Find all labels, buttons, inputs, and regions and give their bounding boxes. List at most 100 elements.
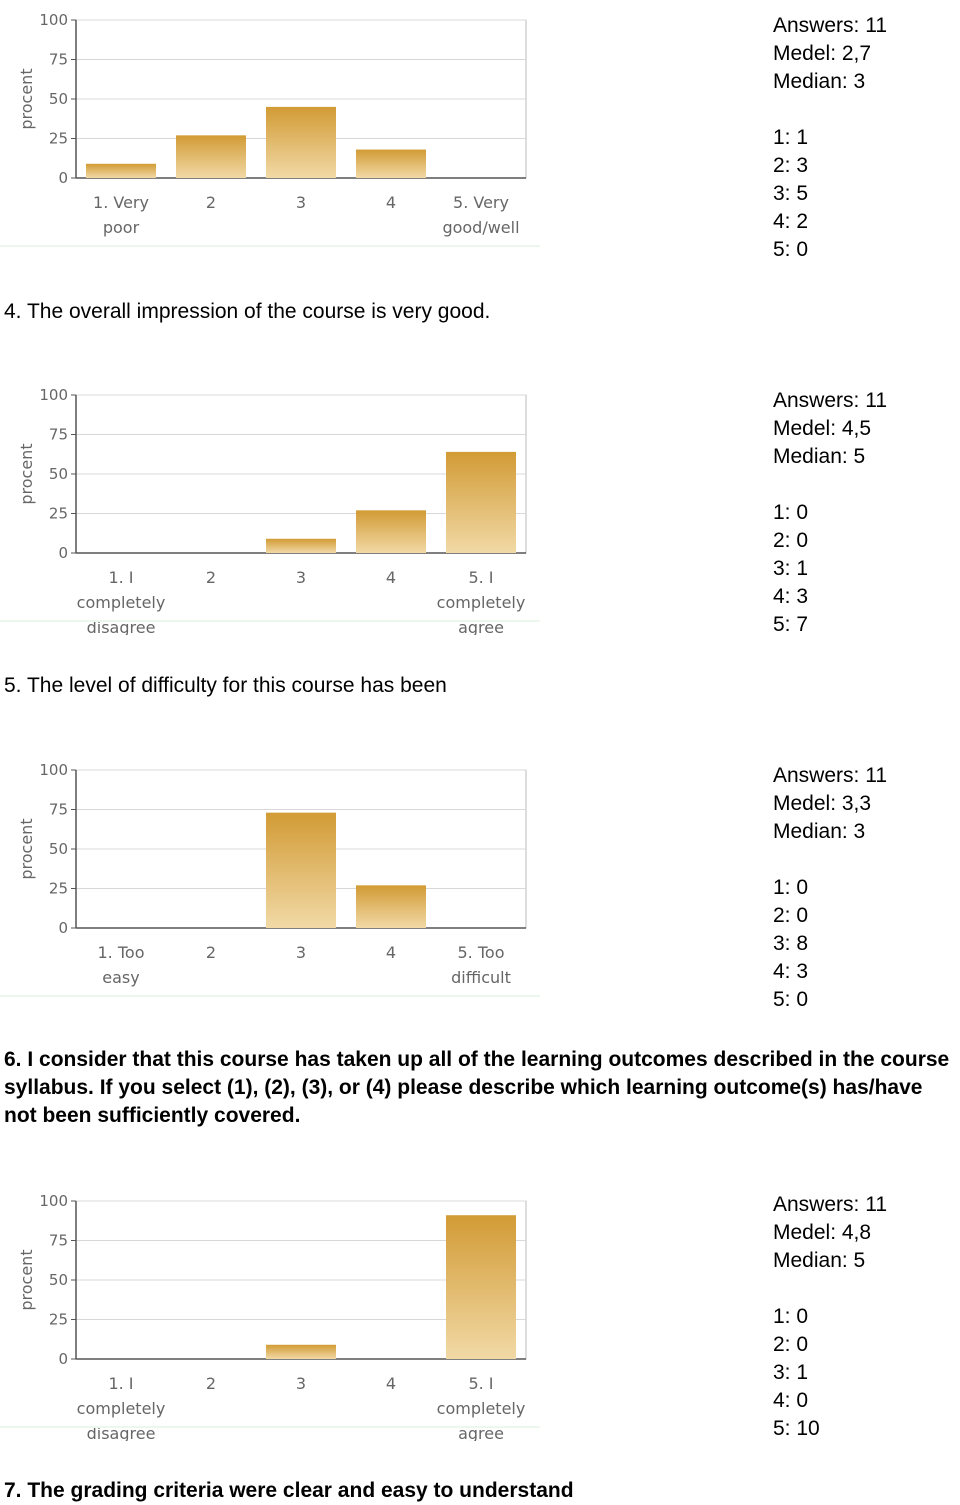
x-tick-label: 1. I: [108, 568, 133, 587]
x-tick-label: 4: [386, 193, 396, 212]
count-3: 3: 1: [773, 1361, 809, 1384]
y-tick-label: 0: [58, 919, 68, 937]
x-tick-label: 3: [296, 1374, 306, 1393]
y-tick-label: 75: [49, 426, 68, 444]
count-5: 5: 7: [773, 613, 809, 636]
x-tick-label: 2: [206, 568, 216, 587]
count-2: 2: 0: [773, 529, 809, 552]
mean-value: Medel: 4,5: [773, 417, 872, 440]
y-tick-label: 100: [39, 11, 68, 29]
bar: [266, 106, 336, 178]
x-tick-label: 2: [206, 943, 216, 962]
chart-block-2: 100 75 50 25 0 procent 1. I completely disagree 2…: [0, 375, 960, 636]
bar-chart-3: 100 75 50 25 0 procent 1. Too easy 2 3 4 5. Too diff…: [0, 761, 540, 997]
answers-count: Answers: 11: [773, 1193, 887, 1216]
y-tick-label: 50: [49, 465, 68, 483]
x-tick-label: 1. Too: [98, 943, 145, 962]
x-tick-label: disagree: [87, 1424, 156, 1441]
x-tick-label: disagree: [87, 618, 156, 635]
x-tick-label: agree: [458, 618, 504, 635]
y-tick-label: 50: [49, 1271, 68, 1289]
count-4: 4: 0: [773, 1389, 809, 1412]
x-tick-label: 2: [206, 193, 216, 212]
bar: [86, 163, 156, 178]
bar: [176, 135, 246, 178]
y-tick-label: 50: [49, 840, 68, 858]
x-tick-label: 5. I: [468, 568, 493, 587]
x-tick-label: completely: [437, 1399, 526, 1418]
count-5: 5: 10: [773, 1417, 820, 1440]
y-axis-label: procent: [17, 818, 36, 879]
y-tick-label: 100: [39, 761, 68, 779]
answers-count: Answers: 11: [773, 389, 887, 412]
y-axis-label: procent: [17, 1249, 36, 1310]
answers-count: Answers: 11: [773, 764, 887, 787]
x-tick-label: 3: [296, 943, 306, 962]
bar-chart-1: 100 75 50 25 0 procent 1. Very poor 2 3 4 5. Very go…: [0, 11, 540, 247]
x-tick-label: 5. Too: [458, 943, 505, 962]
x-tick-label: good/well: [442, 218, 519, 237]
stats-panel-3: Answers: 11 Medel: 3,3 Median: 3 1: 0 2:…: [773, 762, 887, 1014]
y-tick-label: 25: [49, 130, 68, 148]
mean-value: Medel: 3,3: [773, 792, 872, 815]
median-value: Median: 3: [773, 820, 866, 843]
y-tick-label: 25: [49, 880, 68, 898]
count-4: 4: 2: [773, 210, 809, 233]
y-axis-label: procent: [17, 68, 36, 129]
y-tick-label: 25: [49, 1311, 68, 1329]
bar: [356, 885, 426, 928]
bar: [266, 812, 336, 928]
x-tick-label: 4: [386, 1374, 396, 1393]
x-tick-label: 1. I: [108, 1374, 133, 1393]
bar: [266, 1344, 336, 1359]
count-3: 3: 1: [773, 557, 809, 580]
y-tick-label: 75: [49, 1232, 68, 1250]
count-4: 4: 3: [773, 960, 809, 983]
question-5: 5. The level of difficulty for this cour…: [4, 674, 447, 697]
count-2: 2: 3: [773, 154, 809, 177]
count-1: 1: 0: [773, 1305, 809, 1328]
x-tick-label: 3: [296, 568, 306, 587]
x-tick-label: 4: [386, 943, 396, 962]
count-2: 2: 0: [773, 1333, 809, 1356]
count-1: 1: 0: [773, 876, 809, 899]
count-1: 1: 1: [773, 126, 809, 149]
bar: [266, 538, 336, 553]
mean-value: Medel: 4,8: [773, 1221, 872, 1244]
chart-block-4: 100 75 50 25 0 procent 1. I completely disagree 2…: [0, 1181, 960, 1441]
count-3: 3: 8: [773, 932, 809, 955]
answers-count: Answers: 11: [773, 14, 887, 37]
y-tick-label: 0: [58, 169, 68, 187]
y-tick-label: 0: [58, 1350, 68, 1368]
count-5: 5: 0: [773, 988, 809, 1011]
bar: [446, 1215, 516, 1359]
y-tick-label: 75: [49, 801, 68, 819]
y-tick-label: 0: [58, 544, 68, 562]
median-value: Median: 3: [773, 70, 866, 93]
x-tick-label: easy: [102, 968, 139, 987]
mean-value: Medel: 2,7: [773, 42, 872, 65]
question-7: 7. The grading criteria were clear and e…: [4, 1479, 574, 1502]
stats-panel-4: Answers: 11 Medel: 4,8 Median: 5 1: 0 2:…: [773, 1191, 887, 1443]
y-tick-label: 50: [49, 90, 68, 108]
x-tick-label: agree: [458, 1424, 504, 1441]
x-tick-label: 4: [386, 568, 396, 587]
x-tick-label: 3: [296, 193, 306, 212]
x-tick-label: 2: [206, 1374, 216, 1393]
chart-block-1: 100 75 50 25 0 procent 1. Very poor 2 3 4 5. Very go…: [0, 0, 960, 261]
x-tick-label: 5. I: [468, 1374, 493, 1393]
y-tick-label: 100: [39, 1192, 68, 1210]
x-tick-label: completely: [77, 593, 166, 612]
stats-panel-2: Answers: 11 Medel: 4,5 Median: 5 1: 0 2:…: [773, 387, 887, 639]
median-value: Median: 5: [773, 1249, 866, 1272]
x-tick-label: difficult: [451, 968, 511, 987]
chart-block-3: 100 75 50 25 0 procent 1. Too easy 2 3 4 5. Too diff…: [0, 750, 960, 1011]
count-1: 1: 0: [773, 501, 809, 524]
bar: [356, 510, 426, 553]
stats-panel-1: Answers: 11 Medel: 2,7 Median: 3 1: 1 2:…: [773, 12, 887, 264]
x-tick-label: completely: [77, 1399, 166, 1418]
count-4: 4: 3: [773, 585, 809, 608]
bar-chart-2: 100 75 50 25 0 procent 1. I completely disagree 2…: [0, 386, 540, 635]
bar: [356, 149, 426, 178]
bar: [446, 451, 516, 553]
